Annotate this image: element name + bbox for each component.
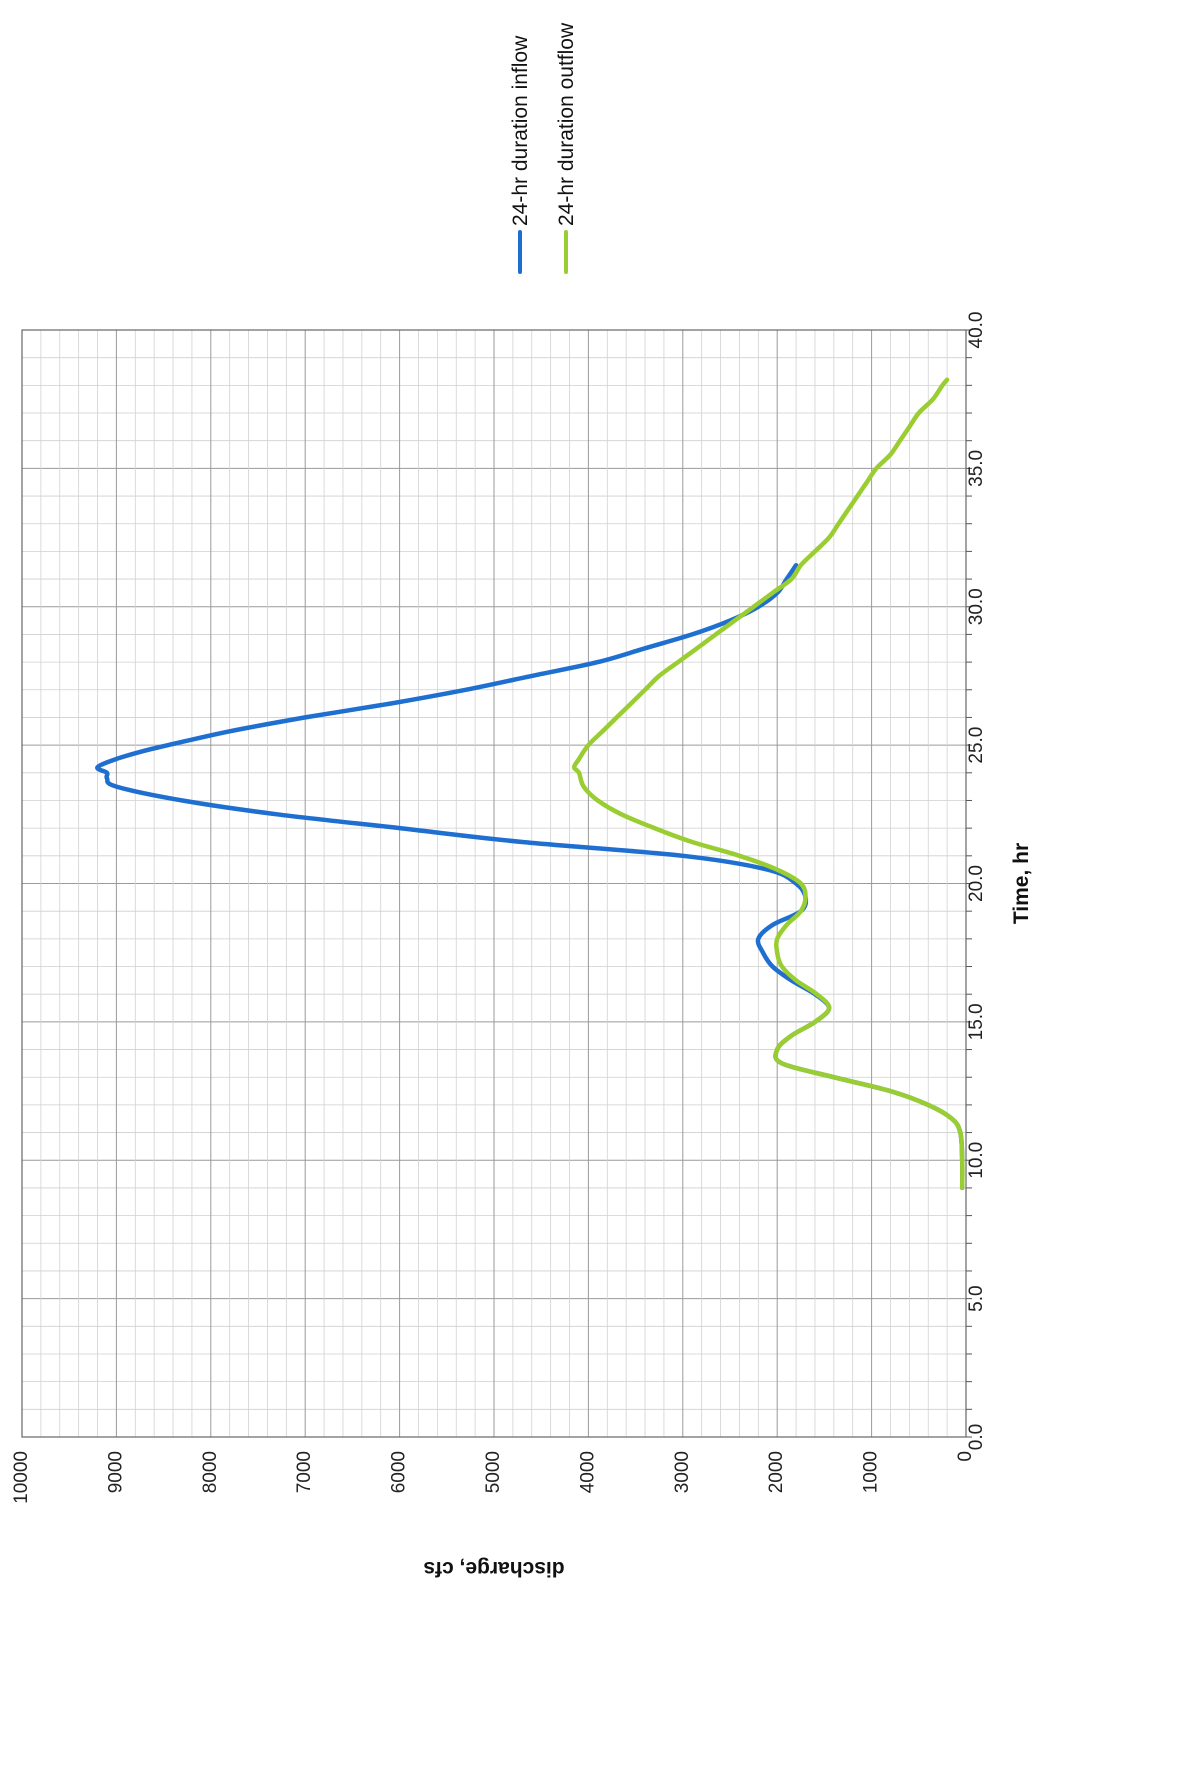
series-line-inflow xyxy=(95,562,965,1191)
y-tick-label: 8000 xyxy=(200,1451,221,1493)
series-layer xyxy=(95,377,965,1191)
x-tick-label: 5.0 xyxy=(966,1285,987,1311)
series-line-outflow xyxy=(571,377,965,1191)
y-tick-label: 1000 xyxy=(861,1451,882,1493)
plot-area xyxy=(21,329,967,1438)
x-tick-label: 30.0 xyxy=(966,588,987,625)
x-tick-label: 40.0 xyxy=(966,312,987,349)
y-tick-label: 6000 xyxy=(389,1451,410,1493)
x-tick-label: 10.0 xyxy=(966,1142,987,1179)
x-tick-label: 15.0 xyxy=(966,1003,987,1040)
x-axis-title: Time, hr xyxy=(1010,843,1033,924)
x-tick-label: 25.0 xyxy=(966,727,987,764)
tick-labels: 0.0 5.0 10.0 15.0 20.0 25.0 30.0 35.0 40.0 0 1000 2… xyxy=(11,312,987,1504)
y-axis-title: discharge, cfs xyxy=(423,1557,564,1580)
y-tick-label: 5000 xyxy=(483,1451,504,1493)
y-tick-label: 0 xyxy=(955,1451,976,1462)
legend-label-outflow: 24-hr duration outflow xyxy=(555,22,578,226)
legend: 24-hr duration inflow 24-hr duration out… xyxy=(509,22,578,274)
y-tick-label: 2000 xyxy=(766,1451,787,1493)
legend-label-inflow: 24-hr duration inflow xyxy=(509,35,532,226)
y-tick-label: 9000 xyxy=(105,1451,126,1493)
x-tick-label: 20.0 xyxy=(966,865,987,902)
y-tick-label: 4000 xyxy=(577,1451,598,1493)
y-tick-label: 7000 xyxy=(294,1451,315,1493)
y-tick-label: 3000 xyxy=(672,1451,693,1493)
x-tick-label: 0.0 xyxy=(966,1424,987,1450)
x-tick-label: 35.0 xyxy=(966,450,987,487)
y-tick-label: 10000 xyxy=(11,1451,32,1504)
chart-grid xyxy=(21,329,972,1438)
